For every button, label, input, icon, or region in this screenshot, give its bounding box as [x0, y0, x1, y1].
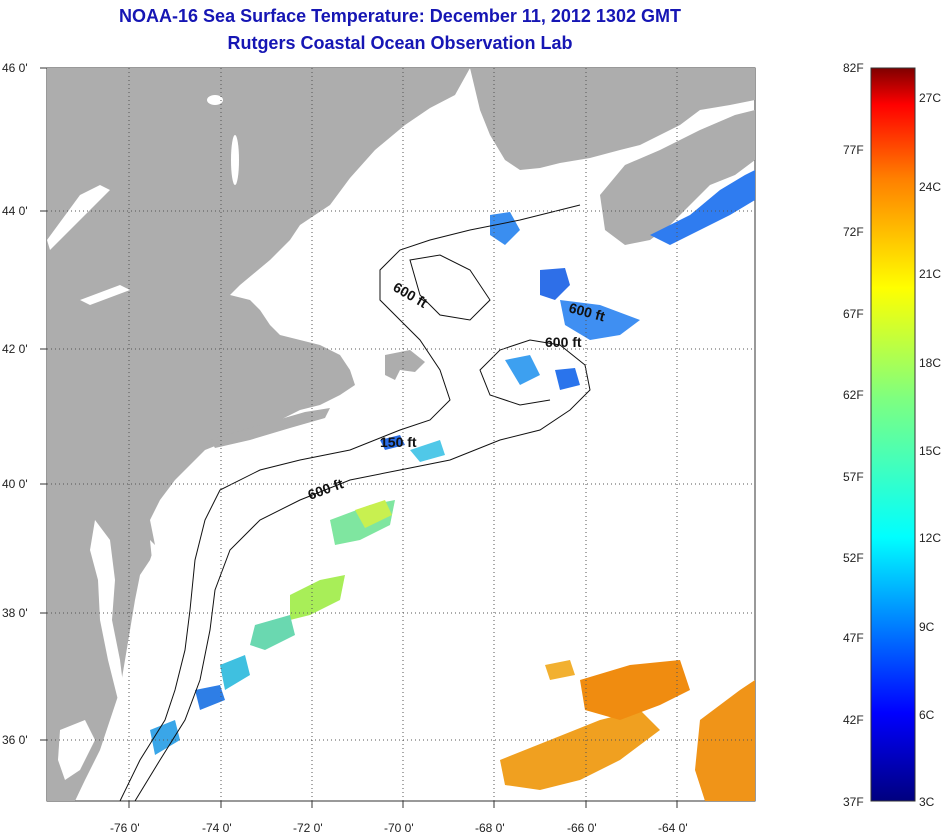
colorbar-f-label: 47F	[843, 631, 864, 645]
colorbar-labels-fahrenheit: 82F 77F 72F 67F 62F 57F 52F 47F 42F 37F	[843, 61, 864, 809]
sst-patch	[540, 268, 570, 300]
colorbar-f-label: 72F	[843, 225, 864, 239]
colorbar-f-label: 57F	[843, 470, 864, 484]
sst-patch	[290, 575, 345, 620]
bathymetry-contours	[119, 204, 591, 801]
chesapeake-bay	[90, 520, 125, 700]
sst-patch	[250, 615, 295, 650]
lon-label: -72 0'	[293, 821, 323, 835]
land-new-brunswick	[470, 68, 755, 170]
pamlico-sound	[58, 720, 95, 780]
colorbar-f-label: 52F	[843, 551, 864, 565]
colorbar-c-label: 18C	[919, 356, 941, 370]
colorbar-f-label: 37F	[843, 795, 864, 809]
lake	[47, 185, 110, 250]
colorbar-c-label: 24C	[919, 180, 941, 194]
lon-label: -68 0'	[475, 821, 505, 835]
lon-label: -66 0'	[567, 821, 597, 835]
colorbar-f-label: 62F	[843, 388, 864, 402]
delaware-bay	[150, 540, 170, 580]
sst-patch	[490, 212, 520, 245]
sst-patch	[410, 440, 445, 462]
sst-patch	[380, 435, 405, 450]
colorbar-c-label: 9C	[919, 620, 935, 634]
colorbar-f-label: 77F	[843, 143, 864, 157]
lat-label: 36 0'	[2, 733, 28, 747]
map-subtitle: Rutgers Coastal Ocean Observation Lab	[227, 33, 573, 53]
land-nova-scotia	[600, 110, 755, 245]
lake	[231, 135, 239, 185]
sst-patch	[555, 368, 580, 390]
sst-patch	[505, 355, 540, 385]
lon-label: -70 0'	[384, 821, 414, 835]
lat-label: 38 0'	[2, 606, 28, 620]
sst-patch	[695, 680, 755, 801]
lat-label: 46 0'	[2, 61, 28, 75]
sst-patch	[355, 500, 392, 528]
lon-label: -64 0'	[658, 821, 688, 835]
sst-patch	[545, 660, 575, 680]
axis-ticks	[40, 67, 678, 808]
colorbar-f-label: 82F	[843, 61, 864, 75]
colorbar-labels-celsius: 27C 24C 21C 18C 15C 12C 9C 6C 3C	[919, 91, 941, 809]
lon-label: -74 0'	[202, 821, 232, 835]
sst-patch	[560, 300, 640, 340]
colorbar-f-label: 42F	[843, 713, 864, 727]
sst-data	[150, 170, 755, 801]
contour-label: 600 ft	[545, 334, 582, 350]
sst-patch	[580, 660, 690, 720]
sst-patch	[650, 170, 755, 245]
colorbar-c-label: 6C	[919, 708, 935, 722]
lake	[80, 285, 130, 305]
lat-label: 42 0'	[2, 342, 28, 356]
lon-label: -76 0'	[110, 821, 140, 835]
colorbar-c-label: 3C	[919, 795, 935, 809]
colorbar-c-label: 15C	[919, 444, 941, 458]
sst-patch	[195, 685, 225, 710]
colorbar-c-label: 21C	[919, 267, 941, 281]
map-title: NOAA-16 Sea Surface Temperature: Decembe…	[119, 6, 681, 26]
land-mainland	[47, 68, 470, 801]
contour-line	[409, 254, 491, 321]
sst-patch	[500, 710, 660, 790]
colorbar-c-label: 12C	[919, 531, 941, 545]
lat-label: 44 0'	[2, 204, 28, 218]
sst-patch	[150, 720, 180, 755]
colorbar	[870, 67, 916, 802]
sst-patch	[220, 655, 250, 690]
lake	[207, 95, 223, 105]
contour-label: 150 ft	[380, 434, 417, 450]
contour-line	[119, 204, 581, 801]
colorbar-c-label: 27C	[919, 91, 941, 105]
colorbar-f-label: 67F	[843, 307, 864, 321]
lat-label: 40 0'	[2, 477, 28, 491]
land-cape-cod	[385, 350, 425, 380]
contour-line	[134, 339, 591, 801]
land-long-island	[210, 408, 330, 448]
